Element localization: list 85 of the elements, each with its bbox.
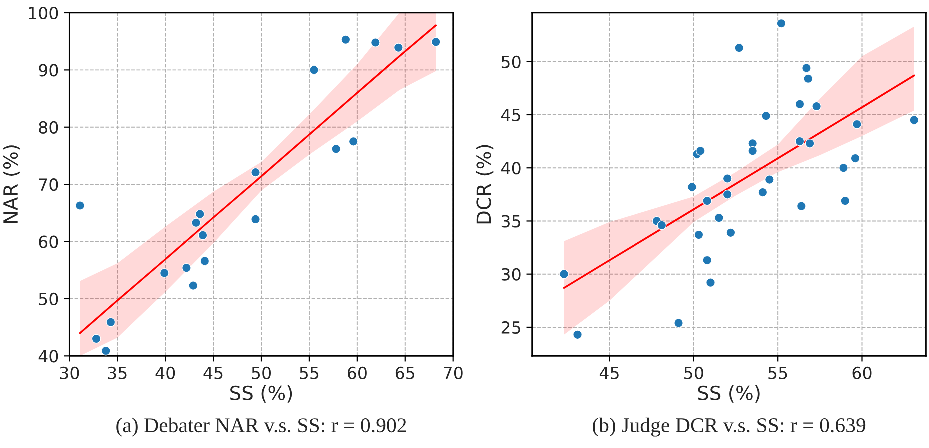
point xyxy=(722,190,732,200)
point xyxy=(92,334,102,344)
point xyxy=(805,138,815,148)
point xyxy=(910,116,920,126)
point xyxy=(796,202,806,212)
point xyxy=(332,144,342,154)
y-tick-label: 50 xyxy=(39,292,58,306)
point xyxy=(722,174,732,184)
point xyxy=(795,136,805,146)
y-tick-label: 100 xyxy=(29,6,58,20)
x-tick-label: 70 xyxy=(444,366,463,380)
point xyxy=(696,146,706,156)
text: (b) Judge DCR v.s. SS: r = 0.639 xyxy=(593,418,866,437)
point xyxy=(764,175,774,185)
point xyxy=(431,37,441,47)
x-tick-label: 60 xyxy=(348,366,367,380)
x-tick-label: 40 xyxy=(156,366,176,380)
point xyxy=(182,263,192,273)
point xyxy=(702,196,712,206)
point xyxy=(734,43,744,53)
point xyxy=(687,182,697,192)
point xyxy=(310,65,320,75)
point xyxy=(160,268,170,278)
point xyxy=(75,200,85,210)
point xyxy=(776,18,786,28)
y-tick-label: 50 xyxy=(502,56,521,68)
y-tick-label: 80 xyxy=(39,121,58,134)
point xyxy=(758,188,768,198)
point xyxy=(850,154,860,164)
point xyxy=(195,210,205,220)
point xyxy=(394,43,404,53)
point xyxy=(674,318,684,328)
line-series xyxy=(563,74,916,290)
point xyxy=(804,74,814,84)
x-axis-title: SS (%) xyxy=(230,386,292,403)
y-tick-label: 45 xyxy=(502,109,520,122)
point xyxy=(657,220,667,230)
point xyxy=(106,318,116,328)
point xyxy=(748,146,758,156)
point xyxy=(251,168,260,178)
point xyxy=(573,330,583,340)
point xyxy=(370,38,380,48)
y-tick-label: 70 xyxy=(39,178,58,192)
y-tick-label: 25 xyxy=(502,321,520,334)
x-tick-label: 35 xyxy=(108,366,127,380)
point xyxy=(251,214,260,224)
point xyxy=(101,346,111,356)
text: (a) Debater NAR v.s. SS: r = 0.902 xyxy=(116,418,406,437)
y-tick-label: 30 xyxy=(502,268,521,281)
point xyxy=(188,281,198,291)
y-axis-title: NAR (%) xyxy=(3,146,20,224)
x-tick-label: 60 xyxy=(852,366,872,380)
x-tick-label: 55 xyxy=(768,367,788,380)
point xyxy=(714,213,724,223)
y-tick-label: 40 xyxy=(502,162,521,175)
x-tick-label: 45 xyxy=(600,367,619,380)
x-tick-label: 45 xyxy=(204,367,223,380)
x-tick-label: 55 xyxy=(300,367,319,380)
y-tick-label: 90 xyxy=(39,64,58,77)
point xyxy=(762,111,772,121)
point xyxy=(812,102,822,112)
y-tick-label: 60 xyxy=(39,236,58,248)
point xyxy=(852,120,862,130)
point xyxy=(706,278,716,288)
point xyxy=(200,256,210,266)
x-tick-label: 50 xyxy=(252,366,272,380)
point xyxy=(192,218,202,228)
point xyxy=(560,270,570,280)
point xyxy=(702,256,712,266)
point xyxy=(795,100,805,110)
y-tick-label: 40 xyxy=(38,350,58,363)
point xyxy=(802,63,812,73)
x-tick-label: 65 xyxy=(396,366,415,380)
point xyxy=(838,163,848,173)
point xyxy=(348,136,358,146)
point xyxy=(726,228,736,238)
x-tick-label: 50 xyxy=(684,366,704,380)
x-axis-title: SS (%) xyxy=(698,386,760,403)
x-tick-label: 30 xyxy=(60,366,80,380)
point xyxy=(341,35,351,45)
y-axis-title: DCR (%) xyxy=(476,145,494,224)
point xyxy=(840,196,850,206)
point xyxy=(198,230,208,240)
point xyxy=(694,230,704,240)
y-tick-label: 35 xyxy=(502,215,520,228)
